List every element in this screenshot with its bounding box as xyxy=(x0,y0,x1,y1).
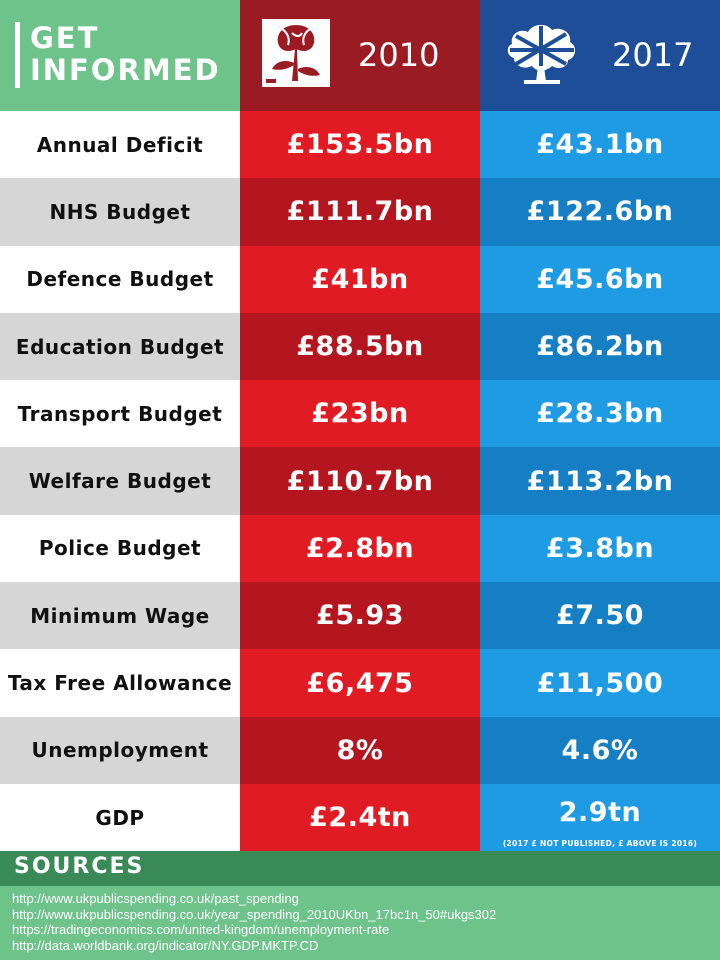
column-header-2010: 2010 xyxy=(240,0,480,111)
table-row: Police Budget £2.8bn £3.8bn xyxy=(0,514,720,583)
value-2010: £6,475 xyxy=(240,649,480,717)
value-2017-text: £45.6bn xyxy=(536,263,664,295)
title-block: GET INFORMED xyxy=(0,0,240,111)
table-row: GDP £2.4tn 2.9tn (2017 £ NOT PUBLISHED, … xyxy=(0,783,720,852)
row-label: Tax Free Allowance xyxy=(0,649,240,717)
value-2010-text: £2.4tn xyxy=(309,802,411,834)
value-2010-text: £153.5bn xyxy=(286,129,434,161)
row-label: Welfare Budget xyxy=(0,447,240,515)
value-2017: £43.1bn xyxy=(480,111,720,179)
value-2010: £153.5bn xyxy=(240,111,480,179)
source-link[interactable]: http://www.ukpublicspending.co.uk/past_s… xyxy=(12,891,299,906)
value-2017: £113.2bn xyxy=(480,447,720,515)
value-2010-text: £2.8bn xyxy=(305,532,415,564)
value-2017-text: £86.2bn xyxy=(536,331,664,363)
year-2010: 2010 xyxy=(358,36,440,74)
column-header-2017: 2017 xyxy=(480,0,720,111)
row-label: Unemployment xyxy=(0,716,240,784)
value-2010-text: 8% xyxy=(336,734,384,766)
comparison-table: Annual Deficit £153.5bn £43.1bn NHS Budg… xyxy=(0,111,720,852)
value-2017-text: £11,500 xyxy=(536,667,664,699)
sources-title: SOURCES xyxy=(14,854,145,879)
year-2017: 2017 xyxy=(612,36,694,74)
value-2010: £2.8bn xyxy=(240,514,480,583)
row-label: Annual Deficit xyxy=(0,111,240,179)
value-2017: £3.8bn xyxy=(480,514,720,583)
value-2017-text: £3.8bn xyxy=(545,532,655,564)
value-2017: £11,500 xyxy=(480,649,720,717)
value-2010: £2.4tn xyxy=(240,783,480,852)
value-2017: 4.6% xyxy=(480,716,720,784)
sources-panel: SOURCES http://www.ukpublicspending.co.u… xyxy=(0,851,720,960)
row-label: NHS Budget xyxy=(0,178,240,246)
value-2010-text: £110.7bn xyxy=(286,465,434,497)
table-row: Defence Budget £41bn £45.6bn xyxy=(0,245,720,313)
table-row: Annual Deficit £153.5bn £43.1bn xyxy=(0,111,720,179)
value-2017-text: £7.50 xyxy=(556,600,644,632)
table-row: Minimum Wage £5.93 £7.50 xyxy=(0,582,720,650)
value-2017: £45.6bn xyxy=(480,245,720,313)
table-row: Unemployment 8% 4.6% xyxy=(0,716,720,784)
title-accent-bar xyxy=(15,22,20,88)
value-2010-text: £111.7bn xyxy=(286,196,434,228)
value-2010-text: £88.5bn xyxy=(296,331,424,363)
value-2010: £41bn xyxy=(240,245,480,313)
sources-header: SOURCES xyxy=(0,851,720,886)
table-row: Welfare Budget £110.7bn £113.2bn xyxy=(0,447,720,515)
table-row: NHS Budget £111.7bn £122.6bn xyxy=(0,178,720,246)
value-2017: £7.50 xyxy=(480,582,720,650)
value-2017-text: 2.9tn xyxy=(558,797,642,829)
value-2017-text: £28.3bn xyxy=(536,398,664,430)
source-link[interactable]: https://tradingeconomics.com/united-king… xyxy=(12,922,390,937)
value-2017: 2.9tn (2017 £ NOT PUBLISHED, £ ABOVE IS … xyxy=(480,783,720,852)
value-2010: 8% xyxy=(240,716,480,784)
value-2017-text: £113.2bn xyxy=(526,465,674,497)
value-2010-text: £23bn xyxy=(311,398,409,430)
table-row: Transport Budget £23bn £28.3bn xyxy=(0,380,720,448)
page-title: GET INFORMED xyxy=(30,22,221,86)
title-line-1: GET xyxy=(30,21,100,55)
row-label: Minimum Wage xyxy=(0,582,240,650)
value-2017-text: 4.6% xyxy=(561,734,639,766)
value-2017: £86.2bn xyxy=(480,312,720,381)
row-label: Education Budget xyxy=(0,312,240,381)
value-2017: £28.3bn xyxy=(480,380,720,448)
conservative-tree-icon xyxy=(507,24,576,84)
value-2010: £23bn xyxy=(240,380,480,448)
sources-list: http://www.ukpublicspending.co.uk/past_s… xyxy=(12,891,496,953)
value-2010-text: £5.93 xyxy=(316,600,404,632)
value-2010: £88.5bn xyxy=(240,312,480,381)
row-label: Police Budget xyxy=(0,514,240,583)
header: GET INFORMED 2010 xyxy=(0,0,720,111)
value-2017: £122.6bn xyxy=(480,178,720,246)
value-2017-text: £43.1bn xyxy=(536,129,664,161)
labour-rose-icon xyxy=(262,19,330,87)
row-label: Defence Budget xyxy=(0,245,240,313)
row-label: GDP xyxy=(0,783,240,852)
value-2010-text: £6,475 xyxy=(306,667,414,699)
value-2010: £111.7bn xyxy=(240,178,480,246)
value-2017-text: £122.6bn xyxy=(526,196,674,228)
table-row: Education Budget £88.5bn £86.2bn xyxy=(0,312,720,381)
value-2010-text: £41bn xyxy=(311,263,409,295)
value-2010: £110.7bn xyxy=(240,447,480,515)
table-row: Tax Free Allowance £6,475 £11,500 xyxy=(0,649,720,717)
source-link[interactable]: http://data.worldbank.org/indicator/NY.G… xyxy=(12,937,319,953)
source-link[interactable]: http://www.ukpublicspending.co.uk/year_s… xyxy=(12,906,497,922)
value-2010: £5.93 xyxy=(240,582,480,650)
gdp-footnote: (2017 £ NOT PUBLISHED, £ ABOVE IS 2016) xyxy=(502,839,698,849)
row-label: Transport Budget xyxy=(0,380,240,448)
title-line-2: INFORMED xyxy=(30,53,221,87)
